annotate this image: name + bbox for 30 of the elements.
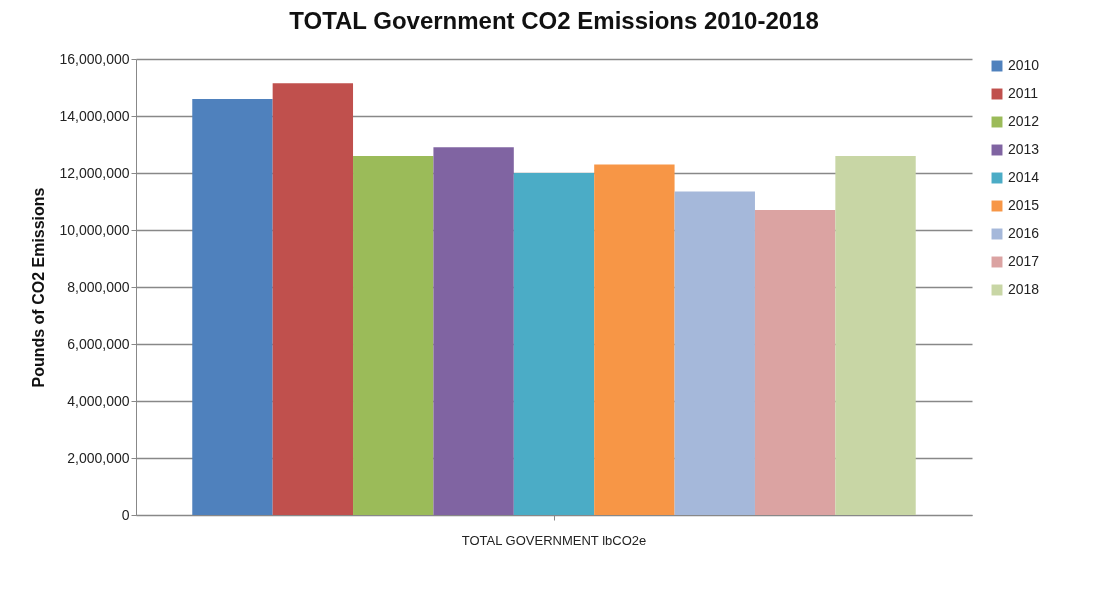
bar [674, 191, 755, 515]
bar [433, 147, 514, 515]
legend-label: 2016 [1008, 225, 1040, 241]
y-tick-label: 4,000,000 [67, 392, 130, 409]
y-tick-label: 8,000,000 [67, 278, 130, 295]
bar [353, 155, 434, 515]
chart-title: TOTAL Government CO2 Emissions 2010-2018 [289, 7, 819, 34]
y-tick-label: 10,000,000 [59, 221, 130, 238]
y-tick-label: 16,000,000 [59, 50, 130, 67]
y-tick-label: 14,000,000 [59, 107, 130, 124]
legend-label: 2015 [1008, 197, 1040, 213]
bar [835, 155, 916, 515]
x-tick-label: TOTAL GOVERNMENT lbCO2e [461, 532, 647, 548]
bar [272, 83, 354, 515]
bar [513, 173, 595, 515]
y-tick-label: 12,000,000 [59, 164, 130, 181]
legend-label: 2018 [1008, 281, 1040, 297]
bar [754, 210, 836, 515]
legend-label: 2010 [1008, 57, 1040, 73]
y-tick-label: 6,000,000 [67, 335, 130, 352]
legend-label: 2014 [1008, 169, 1040, 185]
bar [594, 164, 675, 515]
y-axis-title: Pounds of CO2 Emissions [30, 187, 48, 388]
bar [192, 98, 273, 515]
legend-label: 2017 [1008, 253, 1040, 269]
legend-label: 2011 [1008, 85, 1039, 101]
y-tick-label: 0 [121, 506, 130, 523]
legend-label: 2013 [1008, 141, 1040, 157]
legend-label: 2012 [1008, 113, 1040, 129]
y-tick-label: 2,000,000 [67, 449, 130, 466]
